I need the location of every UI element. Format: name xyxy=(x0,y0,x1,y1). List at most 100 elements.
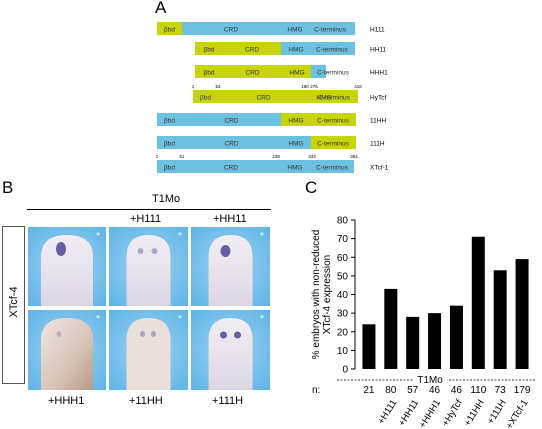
residue-number: 418 xyxy=(354,84,362,89)
residue-number: 1 xyxy=(156,154,159,159)
bar-4 xyxy=(428,313,442,369)
n-value: 46 xyxy=(451,385,463,396)
segment-3 xyxy=(281,113,311,126)
construct-name: XTcf-1 xyxy=(370,165,389,172)
asterisk-marker: * xyxy=(260,314,264,325)
segment-1 xyxy=(195,42,223,55)
panel-a-letter: A xyxy=(155,0,167,17)
bottom-label-1: +HHH1 xyxy=(48,395,85,407)
construct-name: 11HH xyxy=(370,118,386,125)
embryo xyxy=(126,318,171,390)
bar-5 xyxy=(449,305,463,369)
asterisk-marker: * xyxy=(96,314,100,325)
n-value: 80 xyxy=(385,385,397,396)
bottom-label-3: +111H xyxy=(212,395,244,407)
embryo xyxy=(208,235,253,306)
panel-b-letter: B xyxy=(2,178,14,197)
xtcf4-stain xyxy=(56,331,62,337)
construct-name: 111H xyxy=(370,141,385,148)
segment-label-4: C-terminus xyxy=(316,47,349,54)
segment-1 xyxy=(157,136,182,149)
residue-number: 51 xyxy=(179,154,185,159)
segment-label-2: CRD xyxy=(245,47,259,54)
embryo-photo-3: * xyxy=(191,227,270,306)
row-label-box xyxy=(2,226,25,384)
segment-label-1: βbd xyxy=(204,47,215,54)
segment-1 xyxy=(157,113,182,126)
segment-label-4: C-terminus xyxy=(317,118,350,125)
y-tick-label: 20 xyxy=(337,327,349,338)
construct-name: HH11 xyxy=(370,47,387,54)
embryo xyxy=(208,318,253,390)
segment-1 xyxy=(193,90,218,103)
segment-4 xyxy=(310,160,354,173)
category-label: +HHH1 xyxy=(417,398,443,429)
embryo xyxy=(126,235,171,306)
segment-label-4: C-terminus xyxy=(317,141,350,148)
segment-label-1: βbd xyxy=(164,141,175,148)
residue-number: 333 xyxy=(308,154,316,159)
construct-11hh: βbd CRD HMG C-terminus 11HH xyxy=(157,113,386,126)
xtcf4-stain xyxy=(151,248,158,254)
segment-2 xyxy=(218,90,309,103)
group-label: T1Mo xyxy=(417,375,443,386)
embryo xyxy=(41,235,93,306)
segment-label-1: βbd xyxy=(200,95,211,102)
asterisk-marker: * xyxy=(96,231,100,242)
xtcf4-stain xyxy=(234,331,241,339)
xtcf4-stain xyxy=(220,331,227,339)
y-tick-label: 30 xyxy=(337,309,349,320)
segment-label-2: CRD xyxy=(224,165,238,172)
segment-label-3: HMG xyxy=(288,47,303,54)
t1mo-header: T1Mo xyxy=(152,193,181,205)
top-label-1: +H111 xyxy=(130,213,162,225)
segment-4 xyxy=(310,42,355,55)
construct-name: HHH1 xyxy=(370,70,388,77)
segment-4 xyxy=(312,90,358,103)
segment-3 xyxy=(280,160,310,173)
segment-2 xyxy=(223,65,282,78)
segment-3 xyxy=(282,65,311,78)
bottom-label-2: +11HH xyxy=(129,395,163,407)
asterisk-marker: * xyxy=(178,314,182,325)
construct-xtcf-1: βbd CRD HMG C-terminus XTcf-1 1 51 239 333 364 xyxy=(156,154,389,173)
y-axis-label-line-1: % embryos with non-reduced xyxy=(311,230,322,360)
panel-c-letter: C xyxy=(305,178,318,197)
segment-label-3: HMG xyxy=(287,165,302,172)
n-value: 179 xyxy=(514,385,531,396)
segment-label-3: HMG xyxy=(287,27,302,34)
construct-111h: βbd CRD HMG C-terminus 111H xyxy=(157,136,385,149)
y-axis-label-line-2: XTcf-4 expression xyxy=(322,255,333,334)
embryo-photo-4: * xyxy=(28,310,106,390)
xtcf4-stain xyxy=(137,248,144,254)
segment-2 xyxy=(182,113,281,126)
y-tick-label: 40 xyxy=(337,290,349,301)
residue-number: 276 xyxy=(310,84,318,89)
segment-1 xyxy=(157,160,182,173)
bar-7 xyxy=(493,270,507,369)
bar-8 xyxy=(515,259,529,369)
segment-label-2: CRD xyxy=(245,70,259,77)
y-tick-label: 0 xyxy=(342,365,348,376)
y-tick-label: 70 xyxy=(337,234,349,245)
y-tick-label: 80 xyxy=(337,216,349,227)
n-value: 110 xyxy=(470,385,486,396)
bar-6 xyxy=(471,236,485,369)
segment-label-3: HMG xyxy=(289,70,304,77)
segment-2 xyxy=(182,160,280,173)
n-value: 73 xyxy=(495,385,507,396)
segment-label-2: CRD xyxy=(224,141,238,148)
segment-label-2: CRD xyxy=(256,95,270,102)
n-label: n: xyxy=(312,385,320,396)
asterisk-marker: * xyxy=(260,231,264,242)
embryo-photo-5: * xyxy=(109,310,188,390)
segment-label-3: HMG xyxy=(316,95,331,102)
n-value: 21 xyxy=(363,385,375,396)
segment-1 xyxy=(157,22,182,35)
xtcf4-stain xyxy=(151,331,156,337)
segment-1 xyxy=(195,65,223,78)
